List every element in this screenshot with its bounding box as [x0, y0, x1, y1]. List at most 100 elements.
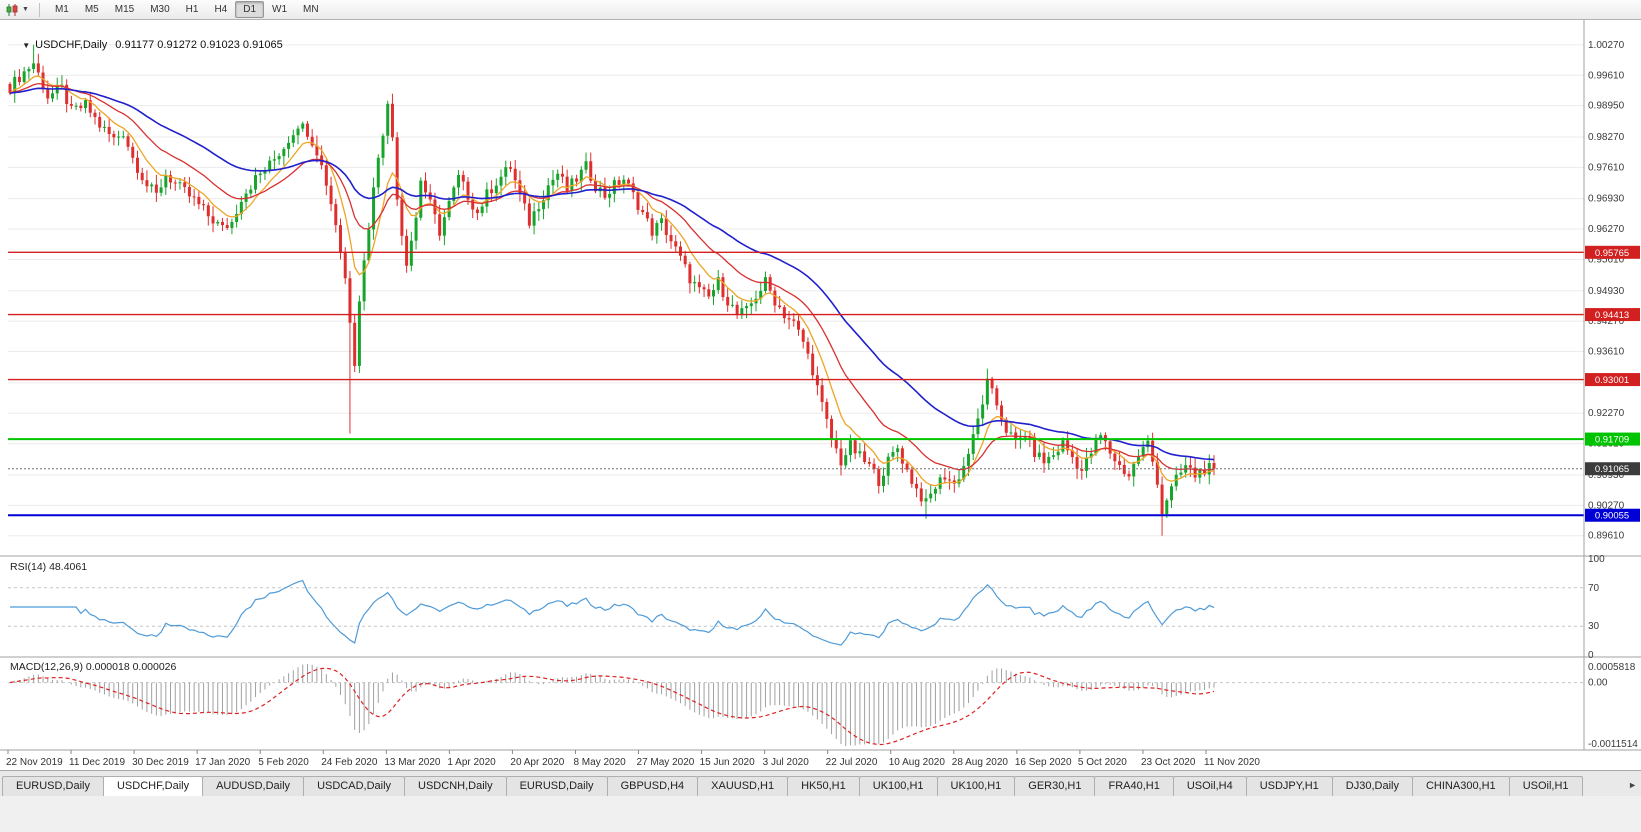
timeframe-button-h1[interactable]: H1 [185, 4, 199, 15]
chart-canvas[interactable]: 1.00270 0.99610 0.98950 0.98270 0.97610 0.969… [0, 20, 1641, 770]
support-line-blue[interactable]: 0.90055 [8, 508, 1640, 522]
tab-china300-h1[interactable]: CHINA300,H1 [1411, 776, 1510, 796]
svg-text:0.98270: 0.98270 [1588, 132, 1625, 143]
svg-text:0.89610: 0.89610 [1588, 531, 1625, 542]
tab-hk50-h1[interactable]: HK50,H1 [787, 776, 860, 796]
svg-text:30 Dec 2019: 30 Dec 2019 [132, 757, 189, 768]
tab-fra40-h1[interactable]: FRA40,H1 [1094, 776, 1174, 796]
svg-text:0.95610: 0.95610 [1588, 254, 1625, 265]
tab-dj30-daily[interactable]: DJ30,Daily [1331, 776, 1413, 796]
svg-text:8 May 2020: 8 May 2020 [573, 757, 626, 768]
tab-usdchf-daily[interactable]: USDCHF,Daily [102, 776, 204, 796]
svg-text:27 May 2020: 27 May 2020 [637, 757, 695, 768]
svg-text:0: 0 [1588, 650, 1594, 661]
svg-text:0.90055: 0.90055 [1595, 511, 1629, 522]
toolbar-separator [38, 2, 40, 17]
grid-layer [8, 44, 1584, 537]
chevron-down-icon[interactable]: ▼ [22, 6, 29, 13]
price-chart[interactable]: 1.00270 0.99610 0.98950 0.98270 0.97610 0.969… [0, 20, 1641, 770]
svg-text:22 Nov 2019: 22 Nov 2019 [6, 757, 63, 768]
svg-text:0.93610: 0.93610 [1588, 347, 1625, 358]
tab-uk100-h1[interactable]: UK100,H1 [936, 776, 1016, 796]
svg-text:23 Oct 2020: 23 Oct 2020 [1141, 757, 1196, 768]
tab-usdcad-daily[interactable]: USDCAD,Daily [303, 776, 406, 796]
timeframe-button-m5[interactable]: M5 [84, 4, 99, 15]
timeframe-button-h4[interactable]: H4 [214, 4, 228, 15]
svg-text:30: 30 [1588, 621, 1600, 632]
tab-usoil-h1[interactable]: USOil,H1 [1508, 776, 1583, 796]
timeframe-button-mn[interactable]: MN [303, 4, 319, 15]
svg-text:0.0005818: 0.0005818 [1588, 662, 1636, 673]
rsi-line [10, 579, 1215, 646]
svg-text:10 Aug 2020: 10 Aug 2020 [889, 757, 946, 768]
support-line-green[interactable]: 0.91709 [8, 432, 1640, 446]
resistance-line-1[interactable]: 0.95765 [8, 245, 1640, 259]
macd-scale[interactable]: 0.0005818 0.00 -0.0011514 [1588, 662, 1638, 750]
svg-text:0.91709: 0.91709 [1595, 435, 1629, 446]
chart-collapse-icon[interactable]: ▼ [22, 41, 31, 50]
macd-signal-line [9, 667, 1215, 746]
svg-text:15 Jun 2020: 15 Jun 2020 [700, 757, 755, 768]
timeframe-button-m1[interactable]: M1 [54, 4, 69, 15]
pane-separators [0, 20, 1641, 751]
svg-text:0.90270: 0.90270 [1588, 500, 1625, 511]
tab-usdcnh-daily[interactable]: USDCNH,Daily [404, 776, 507, 796]
timeframe-button-d1[interactable]: D1 [235, 1, 265, 18]
timeframe-button-m30[interactable]: M30 [150, 4, 170, 15]
svg-text:-0.0011514: -0.0011514 [1588, 739, 1638, 750]
tab-audusd-daily[interactable]: AUDUSD,Daily [202, 776, 305, 796]
macd-histogram [14, 664, 1215, 746]
tab-xauusd-h1[interactable]: XAUUSD,H1 [697, 776, 789, 796]
svg-text:0.94270: 0.94270 [1588, 316, 1625, 327]
svg-text:70: 70 [1588, 583, 1600, 594]
svg-text:16 Sep 2020: 16 Sep 2020 [1015, 757, 1072, 768]
chevron-right-icon[interactable]: ► [1628, 780, 1637, 790]
svg-text:24 Feb 2020: 24 Feb 2020 [321, 757, 378, 768]
svg-text:11 Nov 2020: 11 Nov 2020 [1204, 757, 1260, 768]
timeframe-buttons: M1 M5 M15 M30 H1 H4 D1 W1 MN [47, 1, 327, 18]
window-bottom-strip [0, 796, 1641, 832]
tab-usdjpy-h1[interactable]: USDJPY,H1 [1245, 776, 1333, 796]
svg-text:17 Jan 2020: 17 Jan 2020 [195, 757, 250, 768]
timeframe-button-m15[interactable]: M15 [114, 4, 135, 15]
tab-eurusd-daily[interactable]: EURUSD,Daily [2, 776, 104, 796]
svg-text:0.94413: 0.94413 [1595, 310, 1629, 321]
tab-usoil-h4[interactable]: USOil,H4 [1172, 776, 1247, 796]
tab-eurusd-daily[interactable]: EURUSD,Daily [505, 776, 608, 796]
svg-text:0.95765: 0.95765 [1595, 248, 1629, 259]
svg-text:5 Feb 2020: 5 Feb 2020 [258, 757, 309, 768]
current-price-line: 0.91065 [8, 462, 1640, 476]
resistance-line-2[interactable]: 0.94413 [8, 308, 1640, 322]
svg-text:0.96270: 0.96270 [1588, 224, 1625, 235]
time-axis[interactable]: 22 Nov 2019 11 Dec 2019 30 Dec 2019 17 Jan … [6, 750, 1260, 768]
top-toolbar: ▼ M1 M5 M15 M30 H1 H4 D1 W1 MN [0, 0, 1641, 20]
svg-text:11 Dec 2019: 11 Dec 2019 [69, 757, 125, 768]
tab-gbpusd-h4[interactable]: GBPUSD,H4 [606, 776, 699, 796]
rsi-pane [8, 587, 1584, 627]
svg-text:100: 100 [1588, 554, 1605, 565]
tab-ger30-h1[interactable]: GER30,H1 [1014, 776, 1096, 796]
chart-tab-bar: EURUSD,Daily USDCHF,Daily AUDUSD,Daily USDC… [0, 770, 1641, 796]
svg-text:5 Oct 2020: 5 Oct 2020 [1078, 757, 1127, 768]
ma-medium-line [9, 82, 1214, 471]
svg-text:20 Apr 2020: 20 Apr 2020 [510, 757, 564, 768]
svg-text:0.00: 0.00 [1588, 678, 1608, 689]
svg-text:0.99610: 0.99610 [1588, 70, 1625, 81]
svg-text:0.97610: 0.97610 [1588, 162, 1625, 173]
timeframe-button-w1[interactable]: W1 [272, 4, 288, 15]
svg-text:0.93001: 0.93001 [1595, 375, 1629, 386]
svg-text:22 Jul 2020: 22 Jul 2020 [826, 757, 878, 768]
svg-text:28 Aug 2020: 28 Aug 2020 [952, 757, 1009, 768]
svg-text:3 Jul 2020: 3 Jul 2020 [763, 757, 810, 768]
tab-uk100-h1[interactable]: UK100,H1 [858, 776, 938, 796]
svg-text:0.91065: 0.91065 [1595, 464, 1629, 475]
svg-text:0.92270: 0.92270 [1588, 408, 1625, 419]
resistance-line-3[interactable]: 0.93001 [8, 373, 1640, 387]
rsi-scale[interactable]: 100 70 30 0 [1588, 554, 1605, 661]
svg-text:0.98950: 0.98950 [1588, 101, 1625, 112]
candlestick-chart-icon[interactable] [5, 3, 19, 16]
svg-text:1 Apr 2020: 1 Apr 2020 [447, 757, 496, 768]
svg-text:0.90930: 0.90930 [1588, 470, 1625, 481]
svg-text:0.96930: 0.96930 [1588, 194, 1625, 205]
ma-slow-line [9, 87, 1215, 461]
